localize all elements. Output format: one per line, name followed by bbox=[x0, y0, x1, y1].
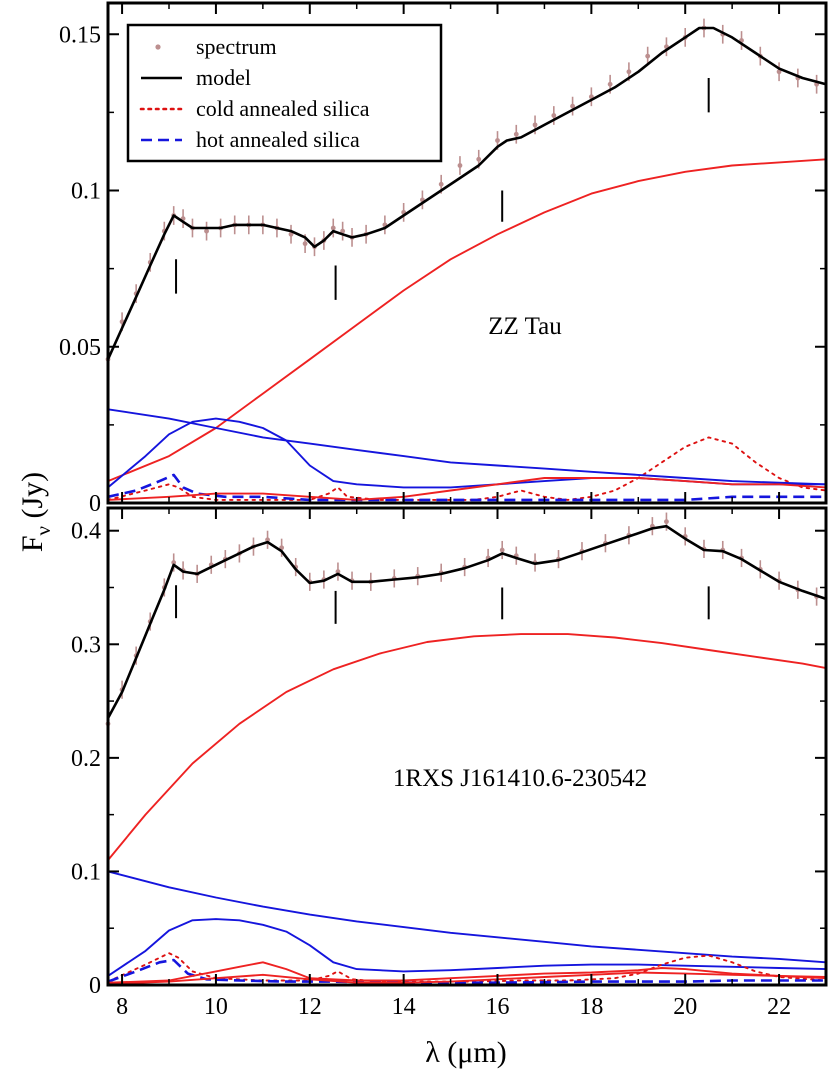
y-axis-title: Fν (Jy) bbox=[16, 472, 55, 552]
legend: spectrum model cold annealed silica hot ann… bbox=[126, 23, 443, 163]
panel-annotation-top: ZZ Tau bbox=[488, 313, 562, 340]
spectrum-point bbox=[330, 225, 336, 231]
y-tick-label: 0.1 bbox=[71, 179, 101, 205]
legend-entry-spectrum: spectrum bbox=[155, 34, 277, 59]
spectrum-point bbox=[645, 53, 651, 59]
series-top-component-5 bbox=[107, 408, 827, 486]
series-bottom-spectrum bbox=[105, 512, 820, 733]
x-tick-label: 20 bbox=[673, 994, 697, 1020]
y-tick-label: 0 bbox=[89, 491, 101, 517]
panel-annotation-bottom: 1RXS J161410.6-230542 bbox=[393, 765, 647, 792]
legend-label: hot annealed silica bbox=[196, 127, 360, 152]
x-axis-title: λ (μm) bbox=[425, 1036, 506, 1069]
series-top-cold-annealed-silica bbox=[107, 436, 827, 501]
x-tick-label: 12 bbox=[298, 994, 322, 1020]
x-tick-label: 18 bbox=[579, 994, 603, 1020]
y-tick-label: 0.1 bbox=[71, 859, 101, 885]
legend-label: spectrum bbox=[196, 34, 277, 59]
y-axis-title-main: F bbox=[16, 535, 49, 552]
spectrum-point bbox=[340, 228, 346, 234]
spectrum-point bbox=[265, 537, 270, 543]
spectrum-point bbox=[476, 156, 482, 162]
spectrum-point bbox=[499, 547, 505, 553]
spectrum-point bbox=[171, 560, 177, 565]
spectrum-point bbox=[204, 228, 209, 234]
series-top-component-4 bbox=[107, 158, 827, 482]
y-axis-title-unit: (Jy) bbox=[16, 472, 49, 519]
series-bottom-model bbox=[106, 524, 827, 719]
series-bottom-component-7 bbox=[107, 961, 827, 984]
legend-swatch-point bbox=[155, 44, 161, 50]
spectrum-point bbox=[664, 519, 669, 525]
series-bottom-component-3 bbox=[107, 870, 827, 964]
spectrum-point bbox=[513, 131, 519, 137]
series-top-model bbox=[106, 26, 827, 360]
legend-entry-cold-annealed-silica: cold annealed silica bbox=[139, 96, 370, 121]
legend-entry-model: model bbox=[141, 65, 251, 90]
panel-bottom bbox=[105, 512, 827, 985]
series-bottom-component-8 bbox=[107, 971, 827, 985]
spectrum-point bbox=[776, 69, 782, 75]
x-tick-label: 22 bbox=[767, 994, 791, 1020]
spectrum-point bbox=[626, 69, 632, 75]
plot-frame-bottom bbox=[106, 506, 828, 987]
y-tick-label: 0.05 bbox=[59, 335, 101, 361]
x-tick-label: 14 bbox=[392, 994, 416, 1020]
legend-label: model bbox=[196, 65, 251, 90]
legend-label: cold annealed silica bbox=[196, 96, 370, 121]
series-bottom-component-2 bbox=[107, 633, 827, 861]
y-tick-label: 0.3 bbox=[71, 632, 101, 658]
spectrum-point bbox=[335, 569, 341, 574]
spectrum-point bbox=[551, 113, 557, 118]
legend-entry-hot-annealed-silica: hot annealed silica bbox=[141, 127, 360, 152]
spectrum-point bbox=[438, 181, 444, 187]
spectrum-point bbox=[302, 241, 308, 247]
plot-frame-top bbox=[106, 1, 828, 505]
spectrum-point bbox=[457, 163, 463, 168]
x-tick-label: 10 bbox=[204, 994, 228, 1020]
legend-box bbox=[126, 23, 443, 163]
x-tick-label: 16 bbox=[486, 994, 510, 1020]
y-tick-label: 0.2 bbox=[71, 746, 101, 772]
spectrum-point bbox=[607, 81, 613, 87]
series-bottom-component-4 bbox=[107, 918, 827, 977]
y-axis-title-subscript: ν bbox=[31, 526, 55, 536]
y-tick-label: 0.15 bbox=[59, 22, 101, 48]
y-tick-label: 0 bbox=[89, 973, 101, 999]
spectrum-point bbox=[532, 122, 538, 128]
x-tick-label: 8 bbox=[116, 994, 128, 1020]
y-tick-label: 0.4 bbox=[71, 519, 101, 545]
spectrum-point bbox=[495, 138, 500, 143]
spectrum-point bbox=[570, 103, 575, 109]
series-top-component-7 bbox=[107, 477, 827, 501]
